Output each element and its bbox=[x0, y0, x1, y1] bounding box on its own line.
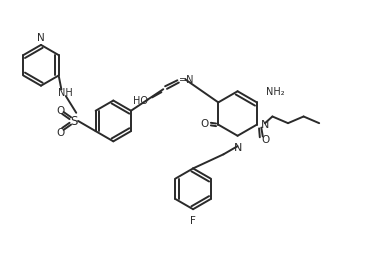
Text: S: S bbox=[70, 115, 78, 128]
Text: O: O bbox=[262, 135, 270, 145]
Text: N: N bbox=[37, 33, 45, 43]
Text: O: O bbox=[56, 105, 64, 115]
Text: NH₂: NH₂ bbox=[266, 86, 285, 96]
Text: NH: NH bbox=[58, 88, 73, 98]
Text: O: O bbox=[201, 118, 209, 128]
Text: N: N bbox=[233, 142, 242, 152]
Text: HO: HO bbox=[133, 95, 148, 105]
Text: =N: =N bbox=[179, 74, 195, 85]
Text: O: O bbox=[56, 128, 64, 137]
Text: F: F bbox=[190, 215, 196, 225]
Text: N: N bbox=[261, 119, 270, 129]
